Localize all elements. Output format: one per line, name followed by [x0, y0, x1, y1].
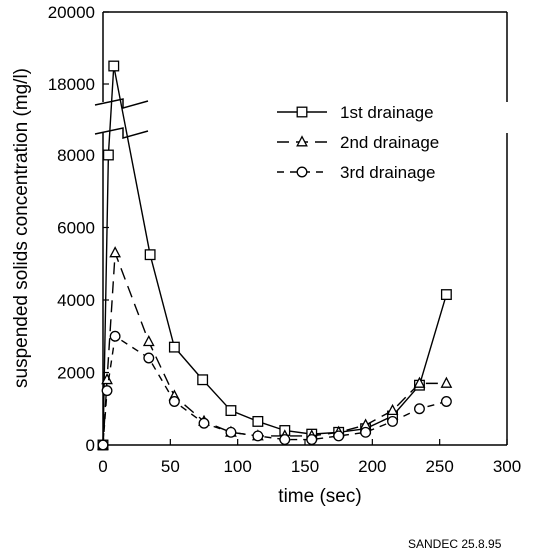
data-point-triangle — [386, 403, 399, 416]
data-point-triangle — [413, 376, 426, 388]
chart-axes: 0 50 100 150 200 250 300 0 2000 4000 6000 8000 18000… — [48, 3, 521, 476]
y-tick-label: 18000 — [48, 75, 95, 94]
y-axis-title: suspended solids concentration (mg/l) — [11, 68, 32, 388]
x-tick-label: 250 — [425, 457, 453, 476]
data-point-circle — [279, 434, 291, 446]
y-tick-label: 4000 — [57, 291, 95, 310]
data-point-circle — [97, 439, 109, 451]
data-point-circle — [225, 426, 237, 438]
data-point-circle — [360, 426, 372, 438]
data-point-circle — [109, 330, 121, 342]
data-point-square — [168, 341, 180, 353]
chart-series — [97, 60, 453, 451]
legend-label: 1st drainage — [340, 103, 434, 122]
data-point-circle — [440, 396, 452, 407]
series-3 — [97, 330, 452, 451]
data-point-circle — [168, 396, 180, 407]
y-tick-label: 6000 — [57, 219, 95, 238]
data-point-circle — [306, 434, 318, 446]
data-point-circle — [143, 352, 155, 364]
x-tick-label: 300 — [493, 457, 521, 476]
data-point-circle — [198, 417, 210, 429]
x-tick-label: 0 — [98, 457, 107, 476]
y-tick-label: 2000 — [57, 364, 95, 383]
legend-label: 2nd drainage — [340, 133, 439, 152]
data-point-triangle — [142, 334, 155, 347]
data-point-circle — [414, 403, 425, 415]
chart-legend: 1st drainage 2nd drainage 3rd drainage — [277, 103, 439, 182]
y-tick-label: 20000 — [48, 3, 95, 22]
data-point-triangle — [109, 246, 121, 258]
data-point-square — [102, 149, 114, 161]
data-point-square — [225, 405, 237, 417]
series-2 — [97, 246, 453, 450]
x-tick-label: 150 — [291, 457, 319, 476]
data-point-circle — [387, 415, 398, 427]
series-line — [102, 335, 447, 446]
footer-credit: SANDEC 25.8.95 — [408, 537, 502, 551]
x-axis-title: time (sec) — [278, 486, 361, 507]
x-tick-label: 200 — [358, 457, 386, 476]
data-point-square — [440, 289, 452, 301]
legend-label: 3rd drainage — [340, 163, 435, 182]
data-point-square — [296, 106, 308, 118]
data-point-circle — [101, 385, 113, 397]
y-tick-label: 8000 — [57, 146, 95, 165]
data-point-circle — [333, 430, 345, 442]
data-point-triangle — [440, 376, 453, 388]
axis-break-mark-upper — [94, 98, 149, 109]
x-tick-label: 50 — [161, 457, 180, 476]
x-tick-label: 100 — [223, 457, 251, 476]
data-point-square — [108, 60, 120, 72]
data-point-square — [197, 374, 209, 386]
data-point-triangle — [296, 135, 308, 147]
data-point-square — [252, 415, 264, 427]
y-tick-label: 0 — [86, 436, 95, 455]
data-point-circle — [296, 166, 308, 178]
axis-break-mark-lower — [94, 127, 149, 139]
data-point-circle — [252, 430, 264, 442]
data-point-square — [144, 249, 156, 261]
